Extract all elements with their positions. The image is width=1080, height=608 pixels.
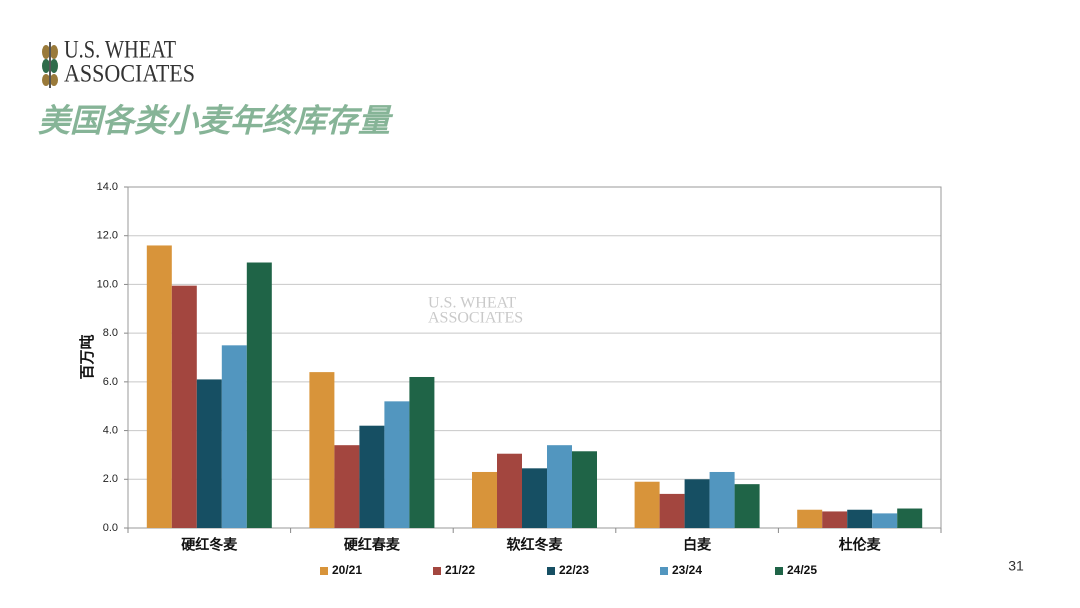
y-tick-label: 4.0 xyxy=(103,424,118,436)
legend-swatch xyxy=(775,567,783,575)
bar xyxy=(634,481,660,528)
bar xyxy=(246,262,272,528)
bar xyxy=(572,451,597,528)
logo-text: ASSOCIATES xyxy=(64,61,195,88)
y-tick-label: 10.0 xyxy=(97,278,118,290)
bar xyxy=(709,471,735,528)
bar xyxy=(847,509,873,528)
x-tick-label: 硬红春麦 xyxy=(344,537,401,553)
bar xyxy=(196,379,222,528)
legend-label: 20/21 xyxy=(332,563,362,577)
bar xyxy=(497,453,522,528)
bar xyxy=(334,445,360,528)
page-number: 31 xyxy=(1008,558,1024,574)
bar xyxy=(797,509,823,528)
watermark: U.S. WHEAT ASSOCIATES xyxy=(428,295,523,327)
slide-title: 美国各类小麦年终库存量 xyxy=(38,102,394,138)
legend-swatch xyxy=(433,567,441,575)
y-tick-label: 6.0 xyxy=(103,376,118,388)
legend-swatch xyxy=(660,567,668,575)
y-tick-label: 14.0 xyxy=(97,181,118,193)
legend-label: 24/25 xyxy=(787,563,817,577)
bar xyxy=(359,425,385,528)
bar xyxy=(872,513,898,528)
bar xyxy=(522,468,547,528)
bar xyxy=(171,285,197,528)
logo-text: U.S. WHEAT xyxy=(64,37,176,64)
bar xyxy=(734,484,760,528)
x-tick-label: 软红冬麦 xyxy=(507,537,564,553)
y-tick-label: 2.0 xyxy=(103,473,118,485)
legend-swatch xyxy=(320,567,328,575)
legend-swatch xyxy=(547,567,555,575)
bar xyxy=(146,245,172,528)
plot: 0.0 2.0 4.0 6.0 8.0 10.0 12.0 14.0 硬红冬麦 硬红春麦 软红冬麦 白… xyxy=(97,181,942,577)
y-axis-label: 百万吨 xyxy=(78,334,96,379)
y-tick-label: 12.0 xyxy=(97,230,118,242)
y-tick-label: 0.0 xyxy=(103,522,118,534)
legend-label: 23/24 xyxy=(672,563,702,577)
x-tick-label: 杜伦麦 xyxy=(839,537,882,553)
y-tick-label: 8.0 xyxy=(103,327,118,339)
x-tick-label: 硬红冬麦 xyxy=(181,537,238,553)
bar xyxy=(897,508,923,528)
bar xyxy=(472,471,497,528)
watermark-text: ASSOCIATES xyxy=(428,310,523,327)
bar xyxy=(547,445,572,528)
x-tick-label: 白麦 xyxy=(683,537,712,553)
logo-icon xyxy=(42,42,58,88)
watermark-text: U.S. WHEAT xyxy=(428,295,516,312)
bar xyxy=(409,376,435,528)
legend-label: 21/22 xyxy=(445,563,475,577)
bar xyxy=(309,372,335,528)
bar xyxy=(684,479,710,528)
bar xyxy=(384,401,410,528)
bar xyxy=(221,345,247,528)
legend-label: 22/23 xyxy=(559,563,589,577)
bar xyxy=(822,511,848,528)
bar xyxy=(659,493,685,528)
